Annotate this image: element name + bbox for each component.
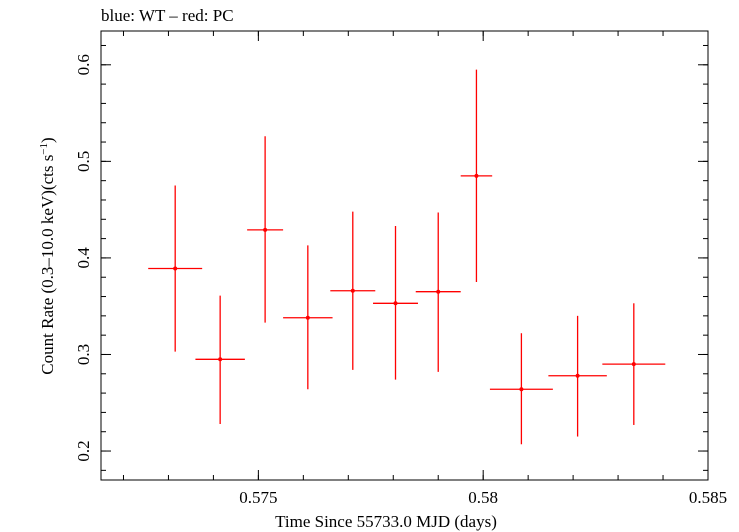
data-point [350, 288, 355, 293]
y-axis-label-main: Count Rate (0.3–10.0 keV)(cts s [38, 155, 57, 375]
data-point [436, 289, 441, 294]
y-axis-label: Count Rate (0.3–10.0 keV)(cts s−1) [38, 137, 57, 374]
data-point [393, 301, 398, 306]
y-tick-label: 0.5 [74, 151, 93, 172]
data-point [218, 357, 223, 362]
y-axis-label-close: ) [38, 137, 57, 143]
data-point [474, 173, 479, 178]
axis-ticks [101, 31, 709, 480]
chart-title: blue: WT – red: PC [101, 6, 234, 25]
data-point [575, 373, 580, 378]
y-axis-label-exponent: −1 [38, 143, 50, 155]
x-tick-label: 0.58 [468, 488, 498, 507]
data-point [519, 387, 524, 392]
y-tick-label: 0.3 [74, 344, 93, 365]
plot-frame [100, 30, 709, 481]
data-points [148, 69, 666, 445]
y-tick-label: 0.6 [74, 54, 93, 75]
axis-tick-labels: 0.575 0.58 0.585 0.2 0.3 0.4 0.5 0.6 [74, 54, 727, 507]
x-tick-label: 0.575 [239, 488, 277, 507]
data-point [263, 227, 268, 232]
y-tick-label: 0.4 [74, 247, 93, 269]
y-tick-label: 0.2 [74, 440, 93, 461]
x-axis-label: Time Since 55733.0 MJD (days) [275, 512, 497, 531]
data-point [631, 362, 636, 367]
x-tick-label: 0.585 [689, 488, 727, 507]
data-point [305, 315, 310, 320]
data-point [173, 266, 178, 271]
